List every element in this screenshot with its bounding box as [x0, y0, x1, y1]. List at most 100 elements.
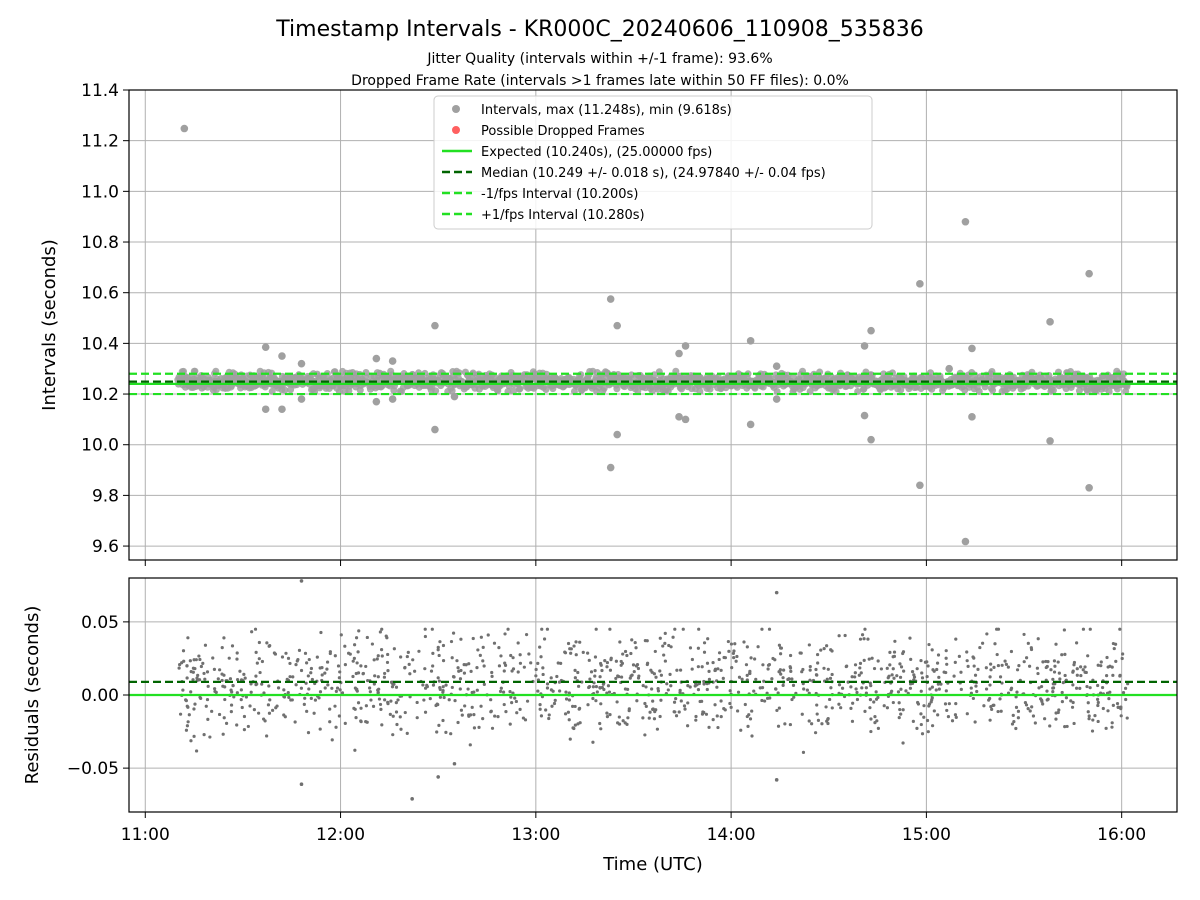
residual-point	[988, 675, 992, 679]
residual-point	[672, 700, 677, 704]
residual-point	[901, 708, 905, 712]
residual-point	[606, 684, 611, 688]
residual-point	[728, 701, 732, 706]
residual-point	[450, 685, 454, 690]
residual-point	[189, 739, 193, 743]
residual-point	[1071, 683, 1075, 687]
residual-point	[255, 661, 259, 665]
residual-point	[767, 663, 772, 667]
residual-point	[605, 715, 610, 719]
residual-point	[989, 662, 993, 666]
residual-point	[745, 645, 749, 649]
interval-outlier-point	[916, 280, 924, 288]
residual-point	[758, 686, 762, 690]
residual-point	[338, 688, 342, 692]
residual-point	[696, 688, 701, 692]
residual-point	[206, 717, 210, 721]
residual-point	[178, 712, 183, 716]
residual-point	[1015, 668, 1020, 672]
residual-point	[652, 717, 657, 721]
residual-point	[1096, 697, 1100, 701]
residual-point	[356, 650, 360, 654]
residual-point	[853, 675, 857, 679]
interval-point	[432, 387, 440, 395]
residual-point	[696, 646, 700, 650]
interval-point	[1049, 386, 1057, 394]
residual-point	[860, 633, 865, 637]
residual-point	[839, 706, 843, 710]
interval-outlier-point	[772, 395, 781, 403]
residual-point	[214, 690, 218, 694]
residual-point	[1118, 627, 1122, 631]
residual-point	[339, 633, 343, 637]
residual-point	[371, 704, 376, 709]
residual-point	[608, 668, 613, 672]
residual-point	[441, 690, 445, 694]
residual-point	[736, 690, 741, 694]
residual-point	[1072, 660, 1077, 665]
top-plot-frame	[128, 89, 1178, 561]
residual-point	[407, 662, 411, 667]
residual-point	[249, 682, 253, 686]
residual-point	[598, 721, 602, 726]
residual-point	[937, 687, 941, 691]
residual-point	[932, 709, 936, 713]
residual-point	[885, 666, 889, 670]
residual-point	[745, 714, 749, 719]
residual-point	[591, 685, 595, 689]
residual-point	[686, 701, 690, 705]
residual-point	[525, 699, 530, 703]
residual-point	[541, 666, 545, 670]
residual-point	[752, 689, 756, 693]
x-tick-label: 12:00	[316, 825, 365, 845]
residual-point	[651, 699, 655, 703]
residual-point	[920, 732, 925, 736]
residual-point	[822, 647, 826, 651]
residual-point	[944, 670, 948, 675]
residual-point	[304, 681, 308, 685]
residual-point	[319, 630, 323, 635]
residual-point	[186, 705, 190, 709]
residual-point	[1051, 686, 1055, 690]
residual-point	[1107, 697, 1111, 701]
residual-point	[732, 656, 736, 660]
residual-point	[567, 691, 571, 695]
residual-point	[995, 652, 999, 657]
residual-point	[545, 682, 550, 686]
residual-point	[389, 699, 393, 703]
residual-point	[392, 647, 396, 651]
chart-legend: Intervals, max (11.248s), min (9.618s) P…	[433, 95, 873, 230]
residual-point	[569, 651, 573, 655]
residual-outlier-point	[774, 778, 779, 782]
residual-point	[873, 721, 877, 725]
residual-point	[859, 671, 863, 675]
top-y-tick-label: 10.0	[81, 436, 119, 456]
residual-point	[478, 653, 482, 657]
residual-point	[658, 636, 662, 640]
residual-point	[605, 665, 609, 669]
residual-point	[912, 675, 917, 679]
residual-point	[185, 724, 190, 728]
residual-point	[581, 650, 585, 654]
residual-point	[357, 629, 361, 633]
residual-outlier-point	[774, 590, 779, 595]
residual-point	[1121, 690, 1126, 695]
residual-point	[1110, 725, 1114, 729]
legend-label-intervals: Intervals, max (11.248s), min (9.618s)	[481, 103, 732, 118]
residual-point	[451, 631, 456, 635]
residual-point	[340, 691, 345, 695]
residual-point	[637, 674, 641, 678]
residual-point	[212, 667, 217, 672]
residual-point	[647, 716, 651, 720]
residual-point	[242, 714, 247, 719]
residual-point	[984, 687, 989, 691]
residual-point	[750, 734, 754, 738]
residual-point	[870, 656, 874, 660]
residual-point	[368, 686, 372, 690]
residual-point	[244, 695, 248, 699]
residual-point	[282, 713, 286, 717]
residual-point	[356, 701, 361, 705]
residual-point	[208, 735, 212, 739]
residual-point	[783, 722, 787, 726]
residual-point	[888, 650, 892, 654]
